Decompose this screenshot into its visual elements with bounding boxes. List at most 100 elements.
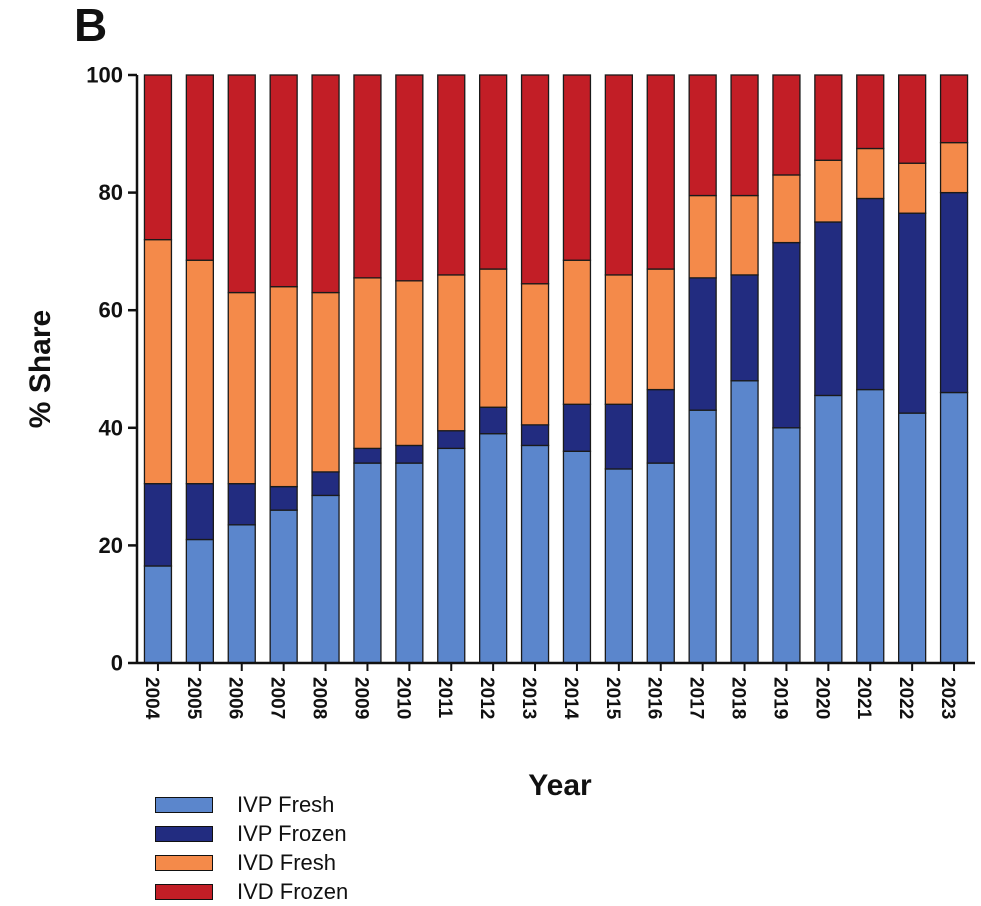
legend: IVP Fresh IVP Frozen IVD Fresh IVD Frozen bbox=[155, 790, 348, 906]
legend-label: IVP Frozen bbox=[237, 820, 347, 846]
legend-label: IVP Fresh bbox=[237, 791, 335, 817]
bar-segment-ivd-fresh-2019 bbox=[772, 174, 801, 244]
bar-segment-ivd-frozen-2014 bbox=[562, 74, 592, 261]
x-tick-label: 2012 bbox=[476, 677, 497, 719]
bar-segment-ivd-frozen-2013 bbox=[520, 74, 550, 285]
y-tick-label: 60 bbox=[99, 298, 123, 323]
x-tick-label: 2007 bbox=[267, 677, 288, 719]
bar-segment-ivp-fresh-2006 bbox=[227, 524, 256, 664]
legend-label: IVD Frozen bbox=[237, 878, 349, 904]
bar-segment-ivd-fresh-2020 bbox=[814, 159, 843, 223]
bar-segment-ivd-fresh-2009 bbox=[353, 277, 382, 450]
bar-segment-ivd-fresh-2004 bbox=[143, 238, 173, 485]
bar-segment-ivp-frozen-2012 bbox=[478, 406, 508, 435]
bar-segment-ivd-fresh-2018 bbox=[730, 194, 759, 276]
bar-segment-ivp-frozen-2022 bbox=[898, 212, 927, 414]
panel-label: B bbox=[74, 0, 108, 51]
bar-segment-ivd-fresh-2022 bbox=[898, 162, 927, 214]
bar-segment-ivp-frozen-2010 bbox=[395, 444, 424, 464]
bar-segment-ivp-fresh-2011 bbox=[437, 447, 466, 664]
x-tick-label: 2011 bbox=[434, 677, 455, 719]
bar-segment-ivd-fresh-2016 bbox=[646, 268, 675, 391]
bar-segment-ivd-frozen-2021 bbox=[856, 74, 885, 150]
x-tick-label: 2019 bbox=[769, 677, 790, 719]
bar-segment-ivd-fresh-2021 bbox=[856, 147, 885, 200]
bar-segment-ivp-frozen-2006 bbox=[227, 483, 256, 526]
bar-segment-ivp-fresh-2008 bbox=[311, 494, 340, 664]
bar-segment-ivp-fresh-2012 bbox=[478, 433, 508, 664]
bar-segment-ivd-frozen-2006 bbox=[227, 74, 256, 294]
bar-segment-ivp-fresh-2014 bbox=[562, 450, 592, 664]
bar-segment-ivp-frozen-2011 bbox=[437, 430, 466, 450]
legend-entry: IVD Frozen bbox=[155, 877, 348, 906]
bar-segment-ivd-fresh-2011 bbox=[437, 274, 466, 432]
bar-segment-ivp-frozen-2018 bbox=[730, 274, 759, 382]
y-tick-label: 20 bbox=[99, 533, 123, 558]
bar-segment-ivp-frozen-2020 bbox=[814, 221, 843, 397]
bar-segment-ivp-frozen-2013 bbox=[520, 424, 550, 447]
y-tick-label: 80 bbox=[99, 180, 123, 205]
bar-segment-ivp-fresh-2020 bbox=[814, 394, 843, 664]
bar-segment-ivp-frozen-2005 bbox=[185, 483, 215, 541]
y-tick-label: 40 bbox=[99, 415, 123, 440]
bar-segment-ivd-frozen-2012 bbox=[478, 74, 508, 270]
x-tick-label: 2004 bbox=[141, 677, 162, 720]
legend-swatch bbox=[155, 854, 213, 871]
x-tick-label: 2023 bbox=[937, 677, 958, 719]
bar-segment-ivd-fresh-2005 bbox=[185, 259, 215, 485]
bar-segment-ivd-fresh-2012 bbox=[478, 268, 508, 408]
bar-segment-ivp-frozen-2007 bbox=[269, 485, 298, 511]
x-tick-label: 2021 bbox=[853, 677, 874, 720]
x-tick-label: 2020 bbox=[811, 677, 832, 719]
legend-swatch bbox=[155, 825, 213, 842]
bar-segment-ivd-frozen-2011 bbox=[437, 74, 466, 276]
x-tick-label: 2022 bbox=[895, 677, 916, 719]
bar-segment-ivd-fresh-2014 bbox=[562, 259, 592, 405]
bar-segment-ivp-fresh-2009 bbox=[353, 462, 382, 664]
x-tick-label: 2018 bbox=[728, 677, 749, 719]
x-tick-label: 2005 bbox=[183, 677, 204, 720]
bar-segment-ivd-fresh-2010 bbox=[395, 280, 424, 447]
bar-segment-ivd-frozen-2010 bbox=[395, 74, 424, 282]
x-tick-label: 2017 bbox=[686, 677, 707, 719]
bar-segment-ivp-fresh-2018 bbox=[730, 380, 759, 664]
bar-segment-ivd-fresh-2013 bbox=[520, 283, 550, 426]
bar-segment-ivp-frozen-2016 bbox=[646, 388, 675, 464]
bar-segment-ivd-frozen-2009 bbox=[353, 74, 382, 279]
bar-segment-ivp-fresh-2021 bbox=[856, 388, 885, 664]
bar-segment-ivp-frozen-2009 bbox=[353, 447, 382, 464]
bar-segment-ivp-frozen-2021 bbox=[856, 197, 885, 391]
bar-segment-ivp-frozen-2015 bbox=[604, 403, 633, 470]
bar-segment-ivd-frozen-2007 bbox=[269, 74, 298, 288]
bars-group bbox=[143, 74, 969, 664]
bar-segment-ivd-fresh-2017 bbox=[688, 194, 717, 279]
bar-segment-ivp-fresh-2005 bbox=[185, 538, 215, 664]
bar-segment-ivp-frozen-2008 bbox=[311, 471, 340, 497]
bar-segment-ivd-frozen-2017 bbox=[688, 74, 717, 197]
bar-segment-ivp-frozen-2004 bbox=[143, 483, 173, 567]
bar-segment-ivd-fresh-2015 bbox=[604, 274, 633, 405]
bar-segment-ivd-frozen-2023 bbox=[939, 74, 969, 144]
x-tick-label: 2008 bbox=[309, 677, 330, 719]
bar-segment-ivd-fresh-2023 bbox=[939, 141, 969, 194]
x-tick-label: 2016 bbox=[644, 677, 665, 719]
x-axis-title: Year bbox=[528, 769, 592, 802]
bar-segment-ivd-fresh-2007 bbox=[269, 286, 298, 488]
x-tick-label: 2006 bbox=[225, 677, 246, 719]
bar-segment-ivp-fresh-2007 bbox=[269, 509, 298, 664]
bar-segment-ivd-frozen-2004 bbox=[143, 74, 173, 241]
bar-segment-ivp-frozen-2023 bbox=[939, 191, 969, 394]
bar-segment-ivp-fresh-2019 bbox=[772, 427, 801, 664]
bar-segment-ivp-fresh-2023 bbox=[939, 391, 969, 664]
bar-segment-ivp-fresh-2004 bbox=[143, 565, 173, 664]
bar-segment-ivd-frozen-2005 bbox=[185, 74, 215, 261]
bar-segment-ivd-frozen-2008 bbox=[311, 74, 340, 294]
bar-segment-ivp-frozen-2019 bbox=[772, 241, 801, 429]
legend-entry: IVD Fresh bbox=[155, 848, 348, 877]
bar-segment-ivp-fresh-2017 bbox=[688, 409, 717, 664]
bar-segment-ivd-frozen-2019 bbox=[772, 74, 801, 176]
x-tick-label: 2009 bbox=[350, 677, 371, 719]
legend-entry: IVP Fresh bbox=[155, 790, 348, 819]
bar-segment-ivd-frozen-2015 bbox=[604, 74, 633, 276]
axes-group: 2004 2005 2006 2007 2008 2009 2010 2011 2012 2013… bbox=[86, 63, 975, 720]
